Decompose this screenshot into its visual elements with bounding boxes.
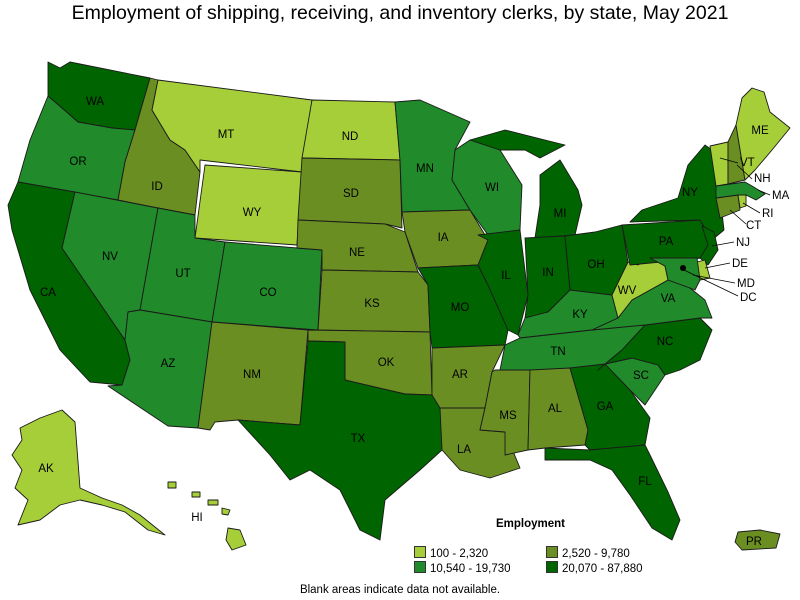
state-ND[interactable]: [301, 99, 401, 161]
label-DC: DC: [740, 292, 757, 304]
legend-item-1: 100 - 2,320: [414, 546, 488, 560]
state-MI[interactable]: [469, 129, 583, 239]
label-SC: SC: [633, 370, 649, 382]
label-IL: IL: [501, 270, 511, 282]
label-OR: OR: [69, 156, 86, 168]
label-UT: UT: [175, 268, 190, 280]
label-NE: NE: [349, 247, 365, 259]
label-LA: LA: [457, 444, 471, 456]
label-WV: WV: [618, 285, 637, 297]
label-MI: MI: [554, 208, 567, 220]
state-WY[interactable]: [194, 164, 303, 246]
label-PA: PA: [659, 236, 674, 248]
state-FL[interactable]: [544, 444, 681, 541]
leader-RI: [742, 202, 761, 214]
leader-NJ: [711, 241, 735, 247]
legend-item-4: 20,070 - 87,880: [546, 561, 643, 575]
state-NM[interactable]: [197, 321, 309, 431]
label-WI: WI: [485, 182, 499, 194]
label-OK: OK: [378, 357, 395, 369]
label-HI: HI: [191, 512, 203, 524]
state-MD[interactable]: [649, 257, 701, 291]
label-OH: OH: [587, 259, 604, 271]
label-IN: IN: [542, 267, 554, 279]
state-ME[interactable]: [735, 87, 791, 181]
label-MO: MO: [451, 302, 470, 314]
legend-swatch-1: [414, 546, 426, 558]
label-AR: AR: [452, 369, 468, 381]
label-NV: NV: [102, 251, 118, 263]
label-CO: CO: [259, 287, 276, 299]
label-AL: AL: [548, 403, 563, 415]
state-SD[interactable]: [297, 157, 403, 229]
label-TN: TN: [550, 346, 565, 358]
label-MN: MN: [416, 163, 434, 175]
label-SD: SD: [343, 188, 359, 200]
leader-VT: [719, 157, 739, 164]
legend-item-3: 10,540 - 19,730: [414, 561, 511, 575]
dc-marker: [680, 265, 686, 271]
label-GA: GA: [597, 401, 614, 413]
legend: Employment 100 - 2,320 2,520 - 9,780 10,…: [414, 518, 654, 578]
state-CT[interactable]: [715, 194, 741, 219]
label-CA: CA: [40, 287, 56, 299]
label-IA: IA: [438, 232, 449, 244]
leader-MD: [692, 274, 736, 284]
label-TX: TX: [351, 433, 366, 445]
label-DE: DE: [732, 258, 748, 270]
state-TX[interactable]: [237, 340, 443, 541]
legend-swatch-4: [546, 561, 558, 573]
label-AK: AK: [38, 463, 54, 475]
legend-label-4: 20,070 - 87,880: [562, 563, 643, 575]
label-KS: KS: [364, 298, 380, 310]
state-NJ[interactable]: [699, 225, 719, 266]
state-HI[interactable]: [167, 481, 247, 551]
state-NC[interactable]: [597, 317, 713, 376]
leader-MA: [757, 189, 771, 196]
map-title: Employment of shipping, receiving, and i…: [71, 2, 729, 24]
label-MD: MD: [737, 278, 755, 290]
label-MA: MA: [772, 190, 790, 202]
label-WY: WY: [243, 207, 262, 219]
label-NC: NC: [657, 336, 674, 348]
legend-swatch-3: [414, 561, 426, 573]
label-WA: WA: [86, 96, 104, 108]
leader-CT: [729, 209, 747, 225]
label-KY: KY: [572, 309, 588, 321]
label-NM: NM: [243, 369, 261, 381]
label-ID: ID: [151, 181, 163, 193]
label-PR: PR: [746, 536, 762, 548]
legend-item-2: 2,520 - 9,780: [546, 546, 630, 560]
leader-DC: [683, 269, 739, 297]
label-RI: RI: [762, 208, 774, 220]
leader-NH: [736, 164, 753, 180]
state-PR[interactable]: [734, 529, 781, 551]
label-ND: ND: [342, 131, 359, 143]
label-MT: MT: [218, 129, 235, 141]
state-CO[interactable]: [211, 241, 323, 331]
legend-swatch-2: [546, 546, 558, 558]
label-VT: VT: [740, 157, 755, 169]
leader-DE: [704, 262, 731, 269]
label-NH: NH: [754, 173, 771, 185]
label-VA: VA: [661, 293, 676, 305]
label-AZ: AZ: [161, 358, 176, 370]
state-AK[interactable]: [11, 409, 166, 536]
label-ME: ME: [751, 125, 769, 137]
state-IL[interactable]: [477, 229, 529, 336]
state-MA[interactable]: [715, 181, 766, 201]
footnote: Blank areas indicate data not available.: [299, 584, 501, 596]
label-NY: NY: [682, 187, 698, 199]
legend-label-2: 2,520 - 9,780: [562, 548, 630, 560]
label-FL: FL: [638, 476, 652, 488]
legend-label-3: 10,540 - 19,730: [430, 563, 511, 575]
legend-title: Employment: [496, 518, 566, 530]
legend-label-1: 100 - 2,320: [430, 548, 489, 560]
label-CT: CT: [746, 220, 761, 232]
label-NJ: NJ: [736, 237, 750, 249]
label-MS: MS: [499, 410, 517, 422]
